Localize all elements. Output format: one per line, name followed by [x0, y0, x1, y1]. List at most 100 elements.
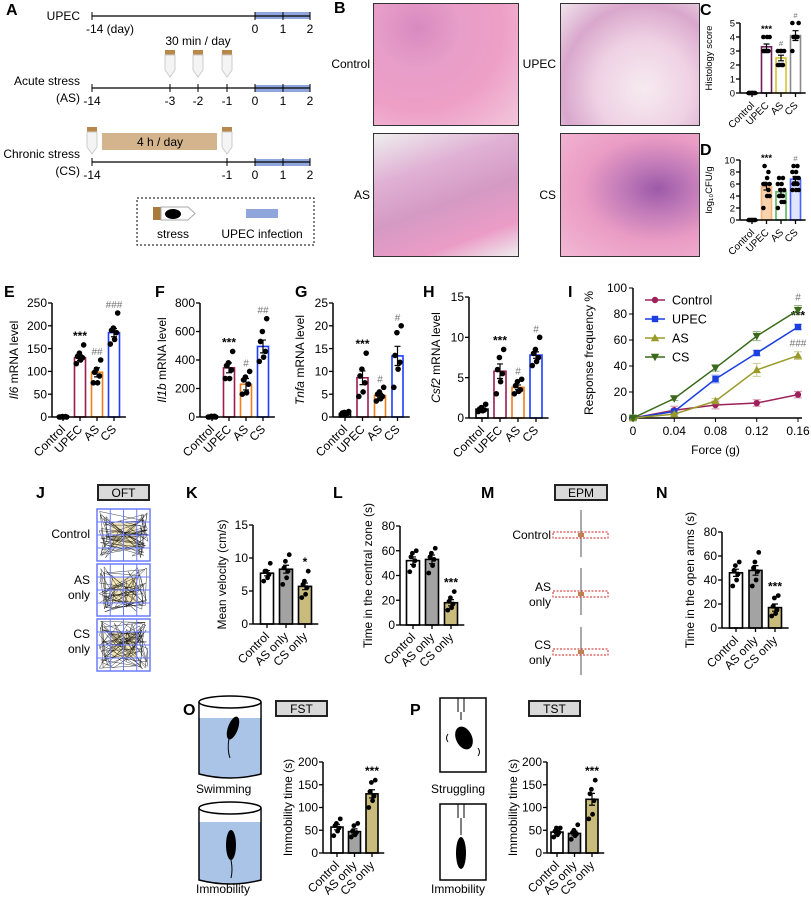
y-tick-label: 20: [614, 385, 628, 399]
data-point: [756, 550, 762, 555]
data-point: [764, 175, 770, 181]
tube-cap: [165, 50, 175, 55]
y-tick-label: 5: [457, 371, 464, 385]
x-tick-label: 0: [630, 424, 637, 438]
significance-annotation: ***: [761, 153, 772, 164]
data-point: [591, 798, 597, 804]
y-axis-label-text: Immobility time (s): [281, 759, 295, 856]
histology-image-upec: [560, 3, 700, 126]
marker-triangle-down: [628, 414, 638, 423]
error-bar: [394, 345, 401, 367]
data-point: [518, 376, 525, 383]
error-bar: [260, 339, 266, 354]
data-point: [592, 777, 598, 783]
tube-body: [192, 54, 204, 78]
panel-letter-m: M: [481, 485, 495, 502]
data-point: [398, 323, 404, 329]
data-point: [448, 595, 453, 601]
y-tick-label: 0: [388, 618, 395, 632]
data-point: [299, 595, 305, 600]
data-point: [752, 559, 758, 565]
data-point: [772, 595, 777, 601]
significance-annotation: *: [303, 555, 308, 569]
data-point: [551, 834, 557, 840]
marker-square: [651, 315, 659, 323]
data-point: [371, 793, 377, 799]
data-point: [761, 205, 766, 211]
series-cs: # CS: [628, 293, 803, 423]
data-point: [500, 346, 507, 353]
data-point: [246, 368, 253, 375]
data-point: [736, 559, 742, 565]
category-label: CS: [783, 100, 801, 118]
data-point: [373, 398, 380, 404]
y-axis-label-text: Mean velocity (cm/s): [215, 519, 229, 629]
error-bar: [533, 351, 539, 359]
data-point: [586, 816, 592, 822]
y-tick-label: 3: [730, 46, 735, 57]
data-point: [795, 163, 800, 169]
error-bar: [226, 362, 232, 374]
tick-label: -14: [83, 94, 101, 108]
significance-annotation: ***: [73, 329, 87, 343]
y-tick-label: 200: [27, 319, 47, 333]
y-tick-label: 10: [451, 331, 465, 345]
data-point: [337, 816, 343, 822]
y-tick-label: 15: [315, 342, 329, 356]
error-bar: [94, 367, 100, 378]
significance-annotation: #: [395, 313, 401, 324]
x-axis-label: Force (g): [691, 443, 740, 457]
tick-label: 0: [252, 168, 259, 182]
tst-illustration: [439, 697, 487, 881]
panel-letter-b: B: [334, 0, 346, 17]
series-control: Control: [629, 294, 802, 422]
data-point: [589, 786, 594, 792]
data-point: [360, 389, 366, 395]
data-point: [529, 362, 536, 369]
panel-letter-o: O: [183, 702, 196, 719]
series-as: ### AS: [628, 332, 807, 422]
oft-label-as: AS only: [67, 573, 90, 602]
x-tick-label: 0.08: [704, 424, 728, 438]
data-point: [113, 329, 120, 336]
marker-triangle-up: [793, 351, 803, 359]
legend-box: [136, 197, 315, 246]
tick-label: -3: [165, 94, 176, 108]
tst-label-immobility: Immobility: [431, 882, 486, 896]
data-point: [427, 554, 433, 560]
significance-annotation: ##: [257, 306, 269, 317]
y-axis-label: log₁₀CFU/g: [704, 166, 715, 213]
data-point: [575, 822, 581, 828]
y-tick-label: 0: [730, 88, 735, 99]
y-axis-label: Time in the open arms (s): [683, 512, 697, 648]
y-axis-label: Mean velocity (cm/s): [215, 519, 229, 629]
histology-label-control: Control: [331, 57, 370, 71]
y-tick-label: 1: [730, 74, 735, 85]
data-point: [431, 557, 437, 562]
y-axis-label: Response frequency %: [582, 291, 596, 415]
data-point: [780, 62, 786, 68]
data-point: [790, 48, 795, 54]
y-axis-label: Il6 mRNA level: [7, 321, 21, 400]
data-point: [303, 591, 308, 597]
panel-letter-j: J: [36, 485, 45, 502]
data-point: [497, 378, 504, 385]
data-point: [499, 370, 506, 377]
data-point: [511, 391, 518, 397]
data-point: [348, 834, 354, 840]
marker-circle: [753, 399, 760, 407]
oft-track-images: [96, 508, 151, 672]
y-tick-label: 150: [27, 342, 47, 356]
significance-annotation: #: [793, 154, 798, 163]
error-bar: [515, 384, 521, 391]
category-label: CS: [519, 423, 541, 445]
y-tick-label: 4: [730, 32, 735, 43]
error-bar: [571, 830, 578, 837]
error-bar: [763, 183, 770, 191]
timeline-label-as: Acute stress: [14, 74, 80, 88]
y-tick-label: 0: [241, 617, 248, 631]
y-axis-label-gene: Tnfa: [293, 381, 307, 405]
tube-cap: [222, 50, 232, 55]
